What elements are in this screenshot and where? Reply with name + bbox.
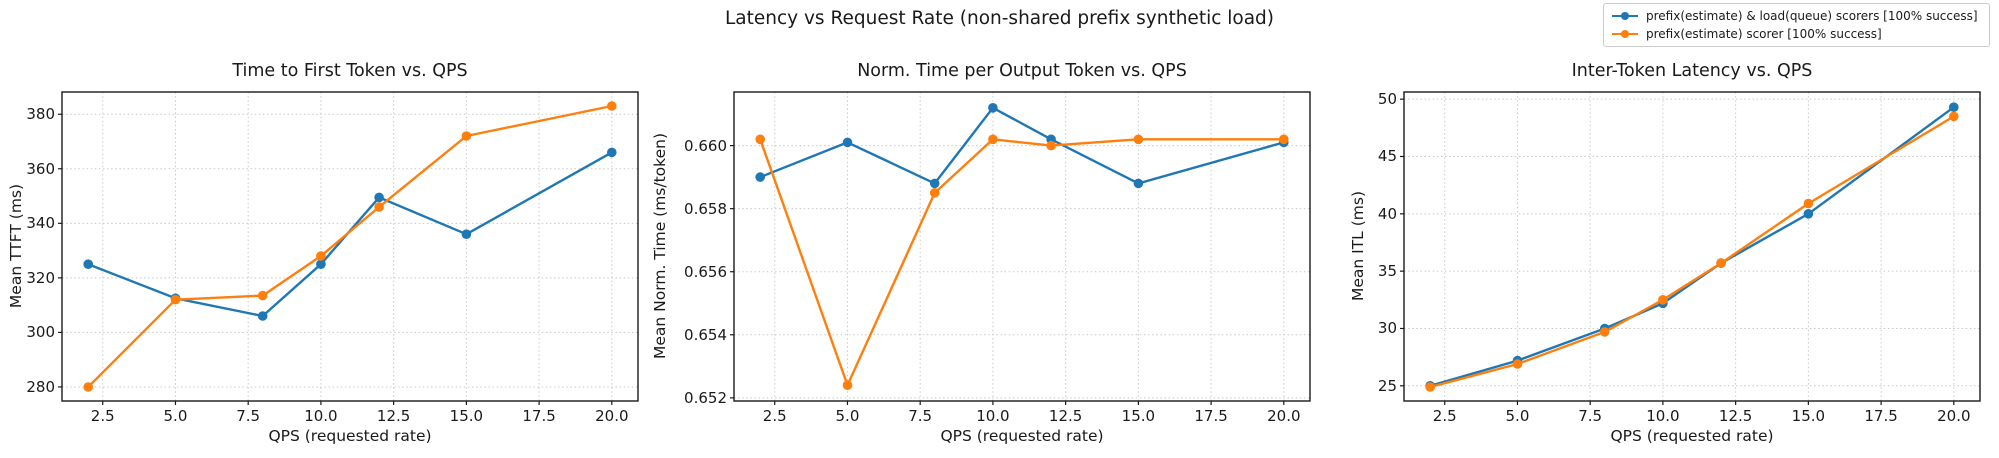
x-tick-label: 20.0	[1267, 407, 1301, 425]
x-tick-label: 17.5	[1864, 407, 1898, 425]
x-axis-label: QPS (requested rate)	[940, 427, 1104, 445]
legend-label: prefix(estimate) & load(queue) scorers […	[1646, 8, 1978, 23]
y-tick-label: 0.660	[684, 136, 727, 155]
legend-item-orange: prefix(estimate) scorer [100% success]	[1611, 25, 1982, 42]
x-axis-label: QPS (requested rate)	[1610, 427, 1774, 445]
figure-title: Latency vs Request Rate (non-shared pref…	[724, 8, 1275, 29]
y-tick-label: 0.656	[684, 262, 727, 281]
legend-line-dot-marker-icon	[1612, 11, 1638, 20]
chart-title: Time to First Token vs. QPS	[232, 61, 468, 81]
y-tick-label: 320	[26, 268, 55, 287]
legend: prefix(estimate) & load(queue) scorers […	[1603, 3, 1990, 47]
legend-line-dot-marker-icon	[1612, 29, 1638, 38]
chart-title: Inter-Token Latency vs. QPS	[1571, 61, 1813, 81]
x-tick-label: 15.0	[449, 407, 484, 425]
y-tick-label: 30	[1377, 319, 1397, 338]
plot-area	[1400, 91, 1981, 405]
plot-area	[730, 91, 1311, 405]
y-tick-label: 340	[26, 214, 55, 233]
x-tick-label: 2.5	[762, 407, 787, 425]
x-tick-label: 10.0	[976, 407, 1010, 425]
x-tick-label: 10.0	[304, 407, 338, 425]
x-tick-label: 5.0	[163, 407, 188, 425]
y-tick-label: 300	[26, 323, 55, 342]
y-tick-label: 0.658	[684, 199, 727, 218]
x-tick-label: 20.0	[1937, 407, 1971, 425]
y-tick-label: 45	[1377, 147, 1397, 166]
y-tick-label: 380	[26, 105, 55, 124]
y-tick-label: 280	[26, 377, 55, 396]
x-tick-label: 7.5	[236, 407, 261, 425]
x-tick-label: 5.0	[835, 407, 860, 425]
x-tick-label: 2.5	[1432, 407, 1457, 425]
x-tick-label: 12.5	[1048, 407, 1083, 425]
x-tick-label: 17.5	[1194, 407, 1228, 425]
chart-canvas	[1400, 91, 1981, 405]
legend-label: prefix(estimate) scorer [100% success]	[1646, 26, 1882, 41]
y-tick-label: 35	[1377, 262, 1397, 281]
x-tick-label: 12.5	[1718, 407, 1753, 425]
y-axis-label: Mean TTFT (ms)	[7, 183, 25, 309]
chart-title: Norm. Time per Output Token vs. QPS	[857, 61, 1187, 81]
x-tick-label: 20.0	[595, 407, 629, 425]
y-tick-label: 360	[26, 159, 55, 178]
x-tick-label: 12.5	[376, 407, 411, 425]
x-tick-label: 2.5	[90, 407, 115, 425]
y-tick-label: 40	[1377, 204, 1397, 223]
x-tick-label: 17.5	[522, 407, 556, 425]
x-tick-label: 15.0	[1791, 407, 1826, 425]
x-tick-label: 5.0	[1505, 407, 1530, 425]
plot-area	[58, 91, 639, 405]
legend-item-blue: prefix(estimate) & load(queue) scorers […	[1611, 7, 1982, 24]
y-tick-label: 0.654	[684, 325, 727, 344]
y-tick-label: 0.652	[684, 388, 727, 407]
x-tick-label: 15.0	[1121, 407, 1156, 425]
chart-canvas	[58, 91, 639, 405]
y-tick-label: 50	[1377, 90, 1397, 109]
x-tick-label: 10.0	[1646, 407, 1680, 425]
x-axis-label: QPS (requested rate)	[268, 427, 432, 445]
chart-canvas	[730, 91, 1311, 405]
y-tick-label: 25	[1377, 376, 1397, 395]
x-tick-label: 7.5	[1578, 407, 1603, 425]
x-tick-label: 7.5	[908, 407, 933, 425]
